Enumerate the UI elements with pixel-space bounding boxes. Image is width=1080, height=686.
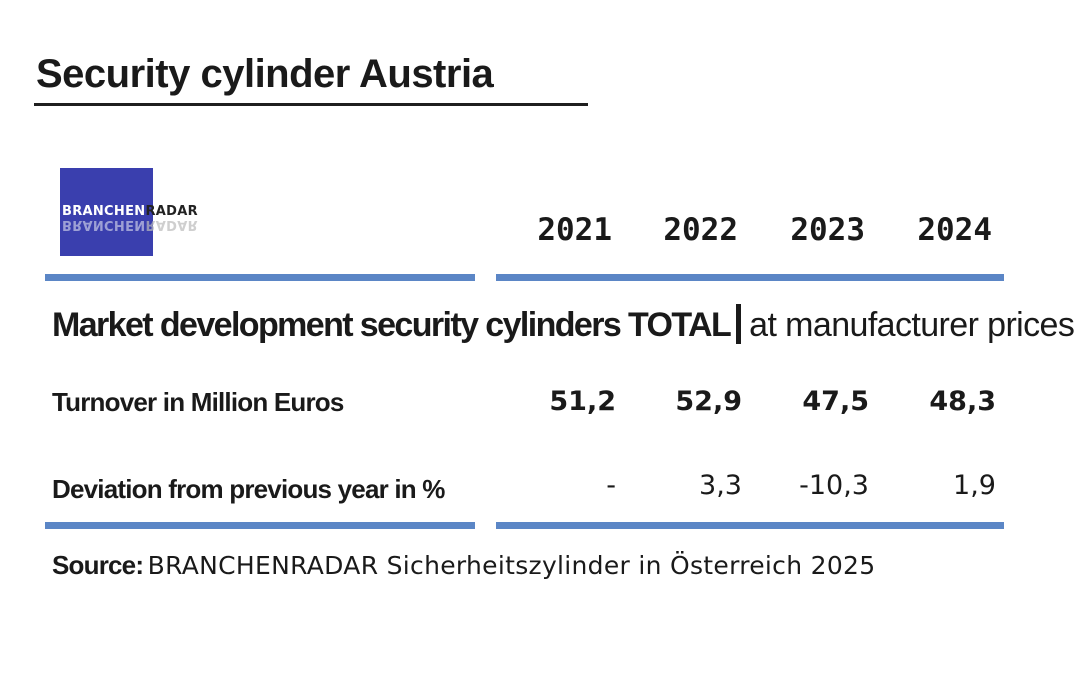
- footer-rule-left: [45, 522, 475, 529]
- subtitle-main: Market development security cylinders TO…: [52, 306, 732, 344]
- header-rule-left: [45, 274, 475, 281]
- column-header-year: 2021: [537, 212, 612, 248]
- column-header-year: 2024: [917, 212, 992, 248]
- logo-text-part2: RADAR: [145, 204, 198, 219]
- page-title: Security cylinder Austria: [36, 52, 494, 96]
- source-text: BRANCHENRADAR Sicherheitszylinder in Öst…: [147, 551, 876, 580]
- column-header-year: 2023: [790, 212, 865, 248]
- title-underline: [34, 103, 588, 106]
- turnover-value: 47,5: [802, 386, 869, 417]
- subtitle-tail: at manufacturer prices: [749, 306, 1075, 344]
- turnover-value: 52,9: [675, 386, 742, 417]
- deviation-value: -: [606, 470, 616, 501]
- logo-text-part1: BRANCHEN: [62, 204, 146, 219]
- turnover-value: 48,3: [929, 386, 996, 417]
- turnover-value: 51,2: [549, 386, 616, 417]
- footer-rule-right: [496, 522, 1004, 529]
- deviation-value: 3,3: [699, 470, 742, 501]
- header-rule-right: [496, 274, 1004, 281]
- logo-reflection: BRANCHENRADAR: [62, 217, 198, 232]
- source-label: Source:: [52, 550, 144, 580]
- source-note: Source: BRANCHENRADAR Sicherheitszylinde…: [52, 550, 875, 581]
- deviation-value: 1,9: [953, 470, 996, 501]
- table-subtitle: Market development security cylinders TO…: [52, 304, 1075, 345]
- subtitle-separator: [736, 304, 742, 344]
- column-header-year: 2022: [663, 212, 738, 248]
- row-label-turnover: Turnover in Million Euros: [52, 387, 344, 417]
- row-label-deviation: Deviation from previous year in %: [52, 474, 445, 504]
- branchenradar-logo: [60, 168, 153, 256]
- deviation-value: -10,3: [799, 470, 869, 501]
- logo-text: BRANCHENRADAR: [62, 204, 198, 219]
